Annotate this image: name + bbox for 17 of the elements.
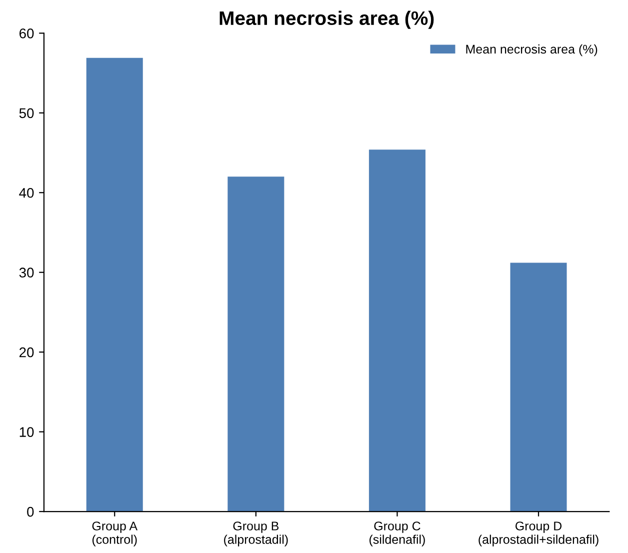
y-tick-label: 60 (19, 28, 34, 38)
bar (510, 262, 567, 512)
y-tick-label: 20 (19, 347, 34, 358)
x-tick-label: Group A (control) (92, 522, 138, 546)
x-tick-label: Group B (alprostadil) (224, 522, 288, 546)
bar (228, 176, 284, 512)
bar (86, 58, 143, 512)
y-tick-label: 40 (19, 188, 34, 198)
y-tick-label: 50 (19, 108, 34, 118)
y-tick-label: 0 (27, 506, 34, 517)
x-tick-label: Group D (alprostadil+sildenafil) (478, 522, 598, 546)
x-tick-label: Group C (sildenafil) (370, 522, 425, 546)
y-tick-label: 30 (19, 268, 34, 278)
bar (368, 150, 426, 512)
y-tick-label: 10 (20, 427, 34, 437)
chart-title: Mean necrosis area (%) (220, 10, 434, 29)
legend-label: Mean necrosis area (%) (466, 44, 598, 56)
